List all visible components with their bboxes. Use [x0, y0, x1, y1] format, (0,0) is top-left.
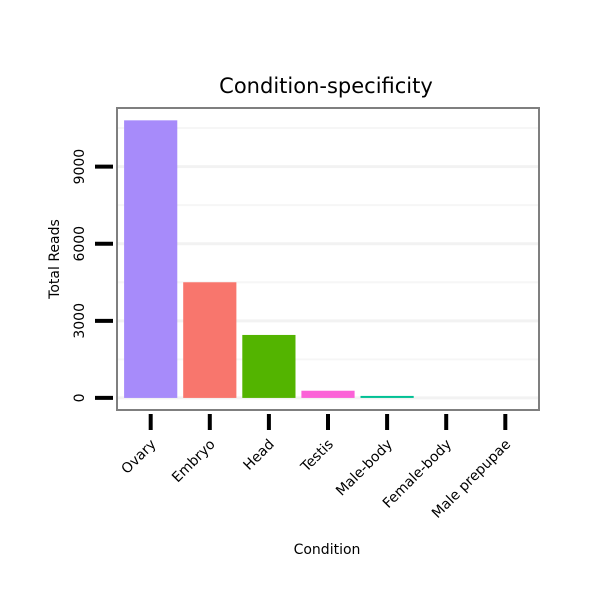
- bar-male-body: [360, 395, 414, 398]
- chart-title: Condition-specificity: [219, 74, 433, 98]
- y-axis-label: Total Reads: [47, 219, 63, 300]
- bars: [124, 120, 414, 398]
- x-axis: Ovary Embryo Head TestisMale-bodyFemale-bod…: [119, 414, 514, 522]
- plot-panel-border: [116, 107, 540, 411]
- x-tick-label: Ovary: [119, 437, 160, 478]
- y-axis: 0 3000 6000 9000: [72, 149, 113, 402]
- x-tick-label: Testis: [297, 437, 336, 476]
- x-tick-label: Embryo: [169, 437, 218, 486]
- y-tick-label: 9000: [72, 149, 88, 185]
- y-tick-label: 6000: [72, 226, 88, 262]
- bar-embryo: [183, 282, 237, 398]
- bar-testis: [301, 390, 355, 398]
- y-tick-label: 3000: [72, 303, 88, 339]
- y-tick-label: 0: [72, 393, 88, 402]
- x-axis-label: Condition: [294, 542, 361, 558]
- x-tick-label: Male-body: [333, 437, 396, 500]
- bar-ovary: [124, 120, 178, 398]
- bar-head: [242, 334, 296, 398]
- x-tick-label: Head: [241, 437, 278, 474]
- gridlines: [117, 127, 539, 400]
